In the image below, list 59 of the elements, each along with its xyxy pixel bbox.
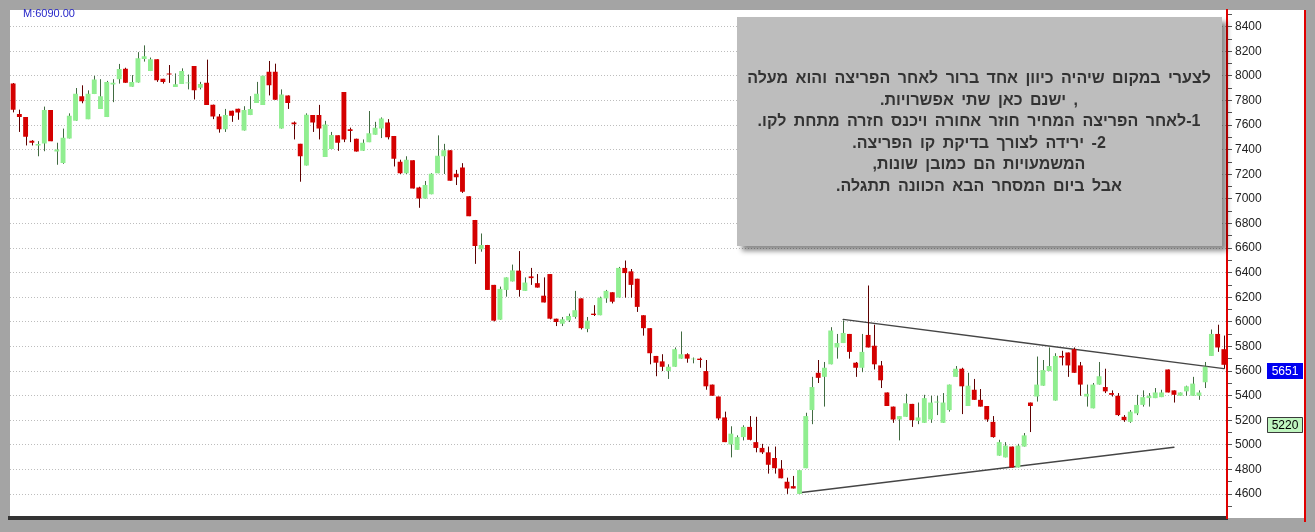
candlestick <box>622 260 628 299</box>
y-tick-label: 5400 <box>1235 387 1263 402</box>
y-tick-label: 5000 <box>1235 437 1263 452</box>
annotation: M:6090.00 <box>23 7 75 19</box>
candlestick <box>859 333 865 373</box>
y-tick-label: 8400 <box>1235 19 1263 34</box>
candlestick <box>846 333 852 360</box>
candlestick <box>728 425 734 458</box>
y-tick-label: 6400 <box>1235 265 1263 280</box>
candlestick <box>16 109 22 133</box>
candlestick <box>54 142 60 166</box>
candlestick <box>516 250 522 298</box>
text: 5651 <box>1271 363 1299 378</box>
text: 5220 <box>1271 417 1299 432</box>
y-tick-label: 7600 <box>1235 117 1263 132</box>
y-tick-label: 8200 <box>1235 43 1263 58</box>
candlestick <box>959 367 965 415</box>
candlestick <box>797 469 802 495</box>
candlestick <box>1202 361 1208 389</box>
candlestick <box>204 59 210 106</box>
candlestick <box>1102 368 1108 394</box>
candlestick <box>1208 329 1214 357</box>
y-tick-label: 5800 <box>1235 338 1263 353</box>
annotation: לצערי במקום שיהיה כיוון אחד ברור לאחר הפריצה והוא מעלה , ישנם כאן שתי אפשרויות. 1-לאחר הפריצה המחיר חוזר אחורה ויכנס חזרה מתחת לקו. 2- ירידה לצורך בדיקת קו הפריצה. המשמעויות הם כמובן שונות, אבל ביום המסחר הבא הכוונה תתגלה. <box>747 68 1211 196</box>
y-tick-label: 6200 <box>1235 289 1263 304</box>
candlestick <box>703 359 709 391</box>
y-tick-label: 4800 <box>1235 461 1263 476</box>
candlestick <box>435 134 440 174</box>
candlestick <box>216 113 222 134</box>
candlestick <box>23 116 29 146</box>
candlestick <box>110 78 116 103</box>
candlestick <box>753 416 759 453</box>
candlestick <box>366 110 372 143</box>
candlestick <box>478 232 484 253</box>
candlestick <box>1215 324 1221 353</box>
candlestick <box>822 361 827 408</box>
y-tick-label: 7400 <box>1235 142 1263 157</box>
candlestick <box>222 108 228 133</box>
y-tick-label: 6000 <box>1235 314 1263 329</box>
candlestick <box>297 143 303 183</box>
candlestick <box>971 378 977 401</box>
candlestick <box>815 359 821 384</box>
y-tick-label: 7800 <box>1235 92 1263 107</box>
candlestick <box>878 360 884 389</box>
candlestick <box>934 395 940 416</box>
candlestick <box>116 63 122 85</box>
y-tick-label: 8000 <box>1235 68 1263 83</box>
candlestick <box>641 314 646 337</box>
candlestick <box>441 143 447 175</box>
y-tick-label: 4600 <box>1235 486 1263 501</box>
y-tick-label: 6600 <box>1235 240 1263 255</box>
y-tick-label: 7000 <box>1235 191 1263 206</box>
y-tick-label: 6800 <box>1235 215 1263 230</box>
y-tick-label: 5200 <box>1235 412 1263 427</box>
candlestick <box>416 186 422 209</box>
y-tick-label: 5600 <box>1235 363 1263 378</box>
candlestick <box>747 415 752 441</box>
y-tick-label: 7200 <box>1235 166 1263 181</box>
candlestick <box>1115 392 1121 417</box>
